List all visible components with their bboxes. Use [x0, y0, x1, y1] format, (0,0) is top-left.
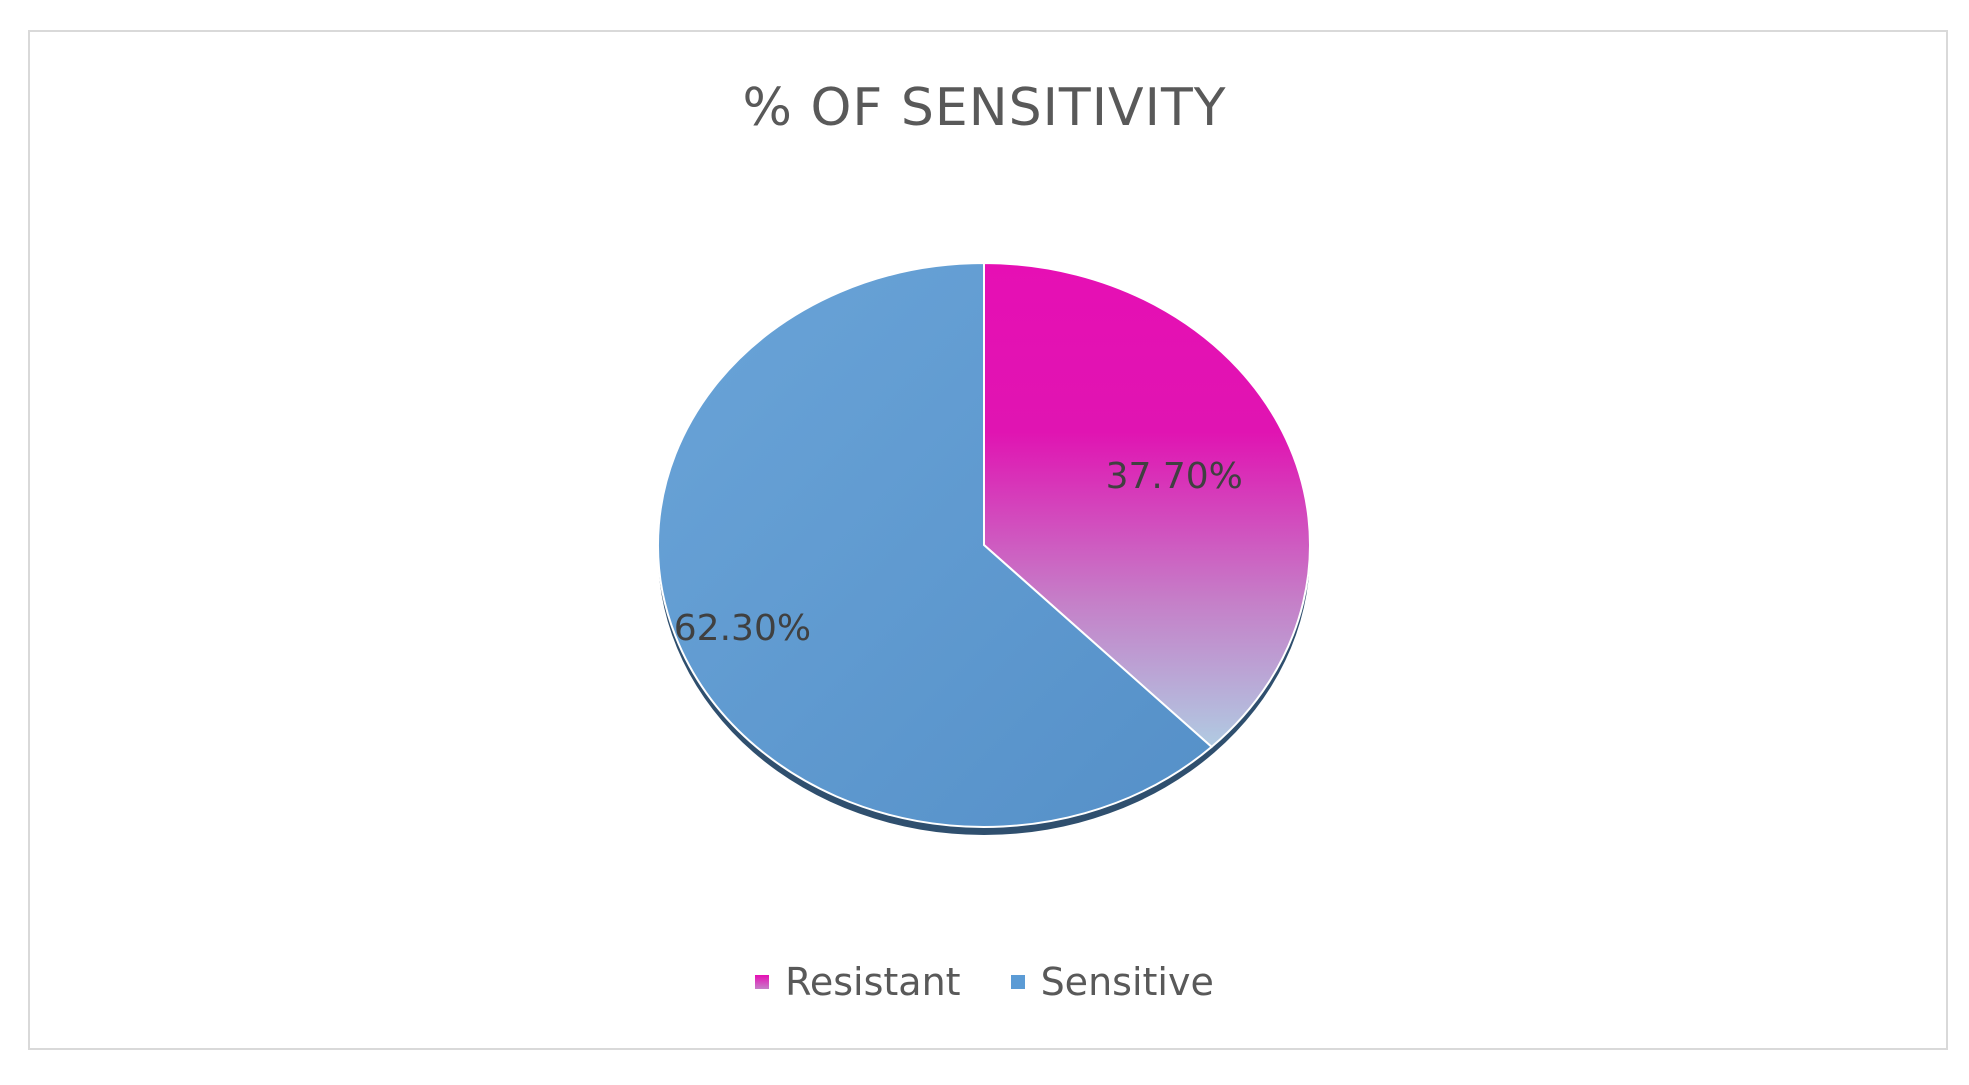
legend-label-sensitive: Sensitive [1040, 960, 1214, 1004]
data-label-resistant: 37.70% [1106, 456, 1243, 497]
chart-title: % OF SENSITIVITY [742, 78, 1227, 138]
legend-item-sensitive: Sensitive [1010, 960, 1214, 1004]
pie-slice-sensitive [657, 261, 1214, 828]
legend: Resistant Sensitive [0, 960, 1969, 1004]
legend-item-resistant: Resistant [755, 960, 961, 1004]
data-label-sensitive: 62.30% [674, 608, 811, 649]
legend-swatch-sensitive [1010, 975, 1025, 989]
legend-label-resistant: Resistant [785, 960, 961, 1004]
pie-slice-resistant [983, 261, 1311, 749]
legend-swatch-resistant [755, 975, 770, 989]
